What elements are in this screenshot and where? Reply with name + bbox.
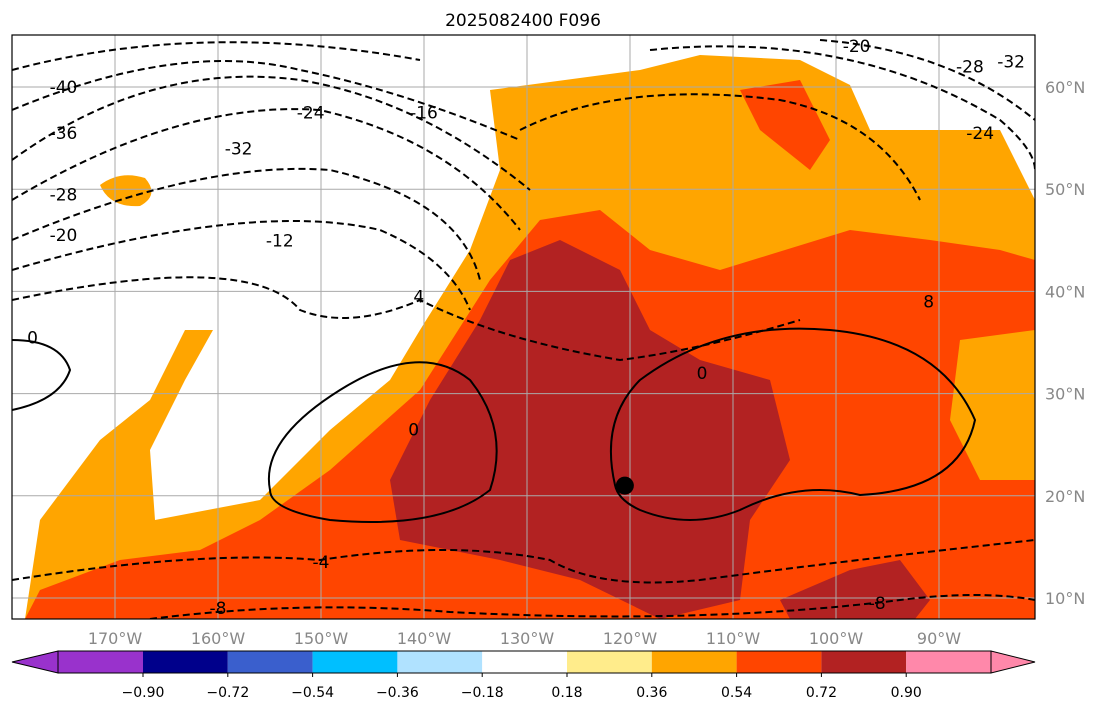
contour-label: -20: [843, 37, 871, 57]
colorbar-tick-label: −0.54: [291, 685, 334, 701]
contour-label: -16: [410, 104, 438, 124]
contour-label: -4: [313, 553, 330, 573]
fill-darkred: [390, 240, 790, 619]
lon-tick-label: 110°W: [706, 629, 761, 648]
lon-tick-label: 140°W: [397, 629, 452, 648]
colorbar-tick-label: 0.18: [551, 685, 582, 701]
colorbar-tick-label: −0.72: [206, 685, 249, 701]
center-marker: [615, 476, 634, 495]
contour-label: -8: [869, 594, 886, 614]
colorbar-segment: [312, 651, 398, 673]
lat-tick-label: 60°N: [1045, 78, 1085, 97]
colorbar-tick-label: 0.90: [891, 685, 922, 701]
lat-tick-label: 40°N: [1045, 282, 1085, 301]
contour-labels: -40 -36 -28 -20 -32 -24 -16 -12 4 0 0 0 -4 -8 -8 -20 -28…: [27, 37, 1025, 619]
colorbar-tick-label: −0.36: [376, 685, 419, 701]
fill-red-north: [740, 80, 830, 170]
contour-label: 0: [408, 420, 419, 440]
colorbar-segment: [906, 651, 991, 673]
contour-label: -24: [966, 124, 994, 144]
fill-orange-blob: [100, 175, 152, 207]
lon-tick-label: 90°W: [917, 629, 961, 648]
map-frame: [11, 34, 1036, 620]
lon-tick-label: 130°W: [500, 629, 555, 648]
colorbar: −0.90 −0.72 −0.54 −0.36 −0.18 0.18 0.36 0.54 0.7…: [11, 650, 1036, 701]
lat-tick-label: 30°N: [1045, 385, 1085, 404]
contour-label: -24: [297, 104, 325, 124]
contour-label: 4: [413, 288, 424, 308]
figure-title: 2025082400 F096: [445, 11, 601, 31]
lon-tick-label: 100°W: [809, 629, 864, 648]
lon-tick-label: 160°W: [191, 629, 246, 648]
colorbar-tick-label: 0.36: [636, 685, 667, 701]
contour-label: -40: [50, 78, 78, 98]
contours-dashed: [12, 39, 1035, 619]
colorbar-segment: [651, 651, 737, 673]
contour-label: -28: [50, 185, 78, 205]
contour-label: -20: [50, 226, 78, 246]
lon-tick-label: 170°W: [88, 629, 143, 648]
contour-label: -32: [225, 139, 253, 159]
contour-label: -36: [50, 124, 78, 144]
colorbar-tick-label: −0.90: [122, 685, 165, 701]
colorbar-segment: [482, 651, 567, 673]
fill-darkred-south: [780, 560, 930, 619]
colorbar-segment: [227, 651, 313, 673]
colorbar-extend-max: [990, 650, 1036, 674]
contours-solid: [12, 327, 977, 523]
colorbar-segment: [397, 651, 483, 673]
lon-tick-labels: 170°W 160°W 150°W 140°W 130°W 120°W 110°W 100°W…: [88, 629, 961, 648]
colorbar-segment: [567, 651, 652, 673]
colorbar-segment: [143, 651, 228, 673]
lat-tick-label: 10°N: [1045, 589, 1085, 608]
colorbar-tick-label: 0.72: [806, 685, 837, 701]
lon-tick-label: 120°W: [603, 629, 658, 648]
contour-label: -12: [266, 231, 294, 251]
gridlines: [12, 35, 1035, 619]
lat-tick-label: 50°N: [1045, 180, 1085, 199]
lat-tick-labels: 60°N 50°N 40°N 30°N 20°N 10°N: [1045, 78, 1085, 608]
contour-label: -8: [210, 599, 227, 619]
colorbar-extend-min: [11, 650, 59, 674]
map-area: -40 -36 -28 -20 -32 -24 -16 -12 4 0 0 0 -4 -8 -8 -20 -28…: [12, 35, 1035, 619]
contour-label: 0: [697, 364, 708, 384]
colorbar-segment: [821, 651, 907, 673]
colorbar-segment: [58, 651, 143, 673]
contour-label: 0: [27, 328, 38, 348]
colorbar-tick-label: −0.18: [461, 685, 504, 701]
contour-label: -32: [997, 52, 1025, 72]
colorbar-tick-label: 0.54: [721, 685, 752, 701]
lat-tick-label: 20°N: [1045, 487, 1085, 506]
contour-label: 8: [923, 293, 934, 313]
colorbar-segment: [736, 651, 822, 673]
lon-tick-label: 150°W: [294, 629, 349, 648]
contour-label: -28: [956, 58, 984, 78]
